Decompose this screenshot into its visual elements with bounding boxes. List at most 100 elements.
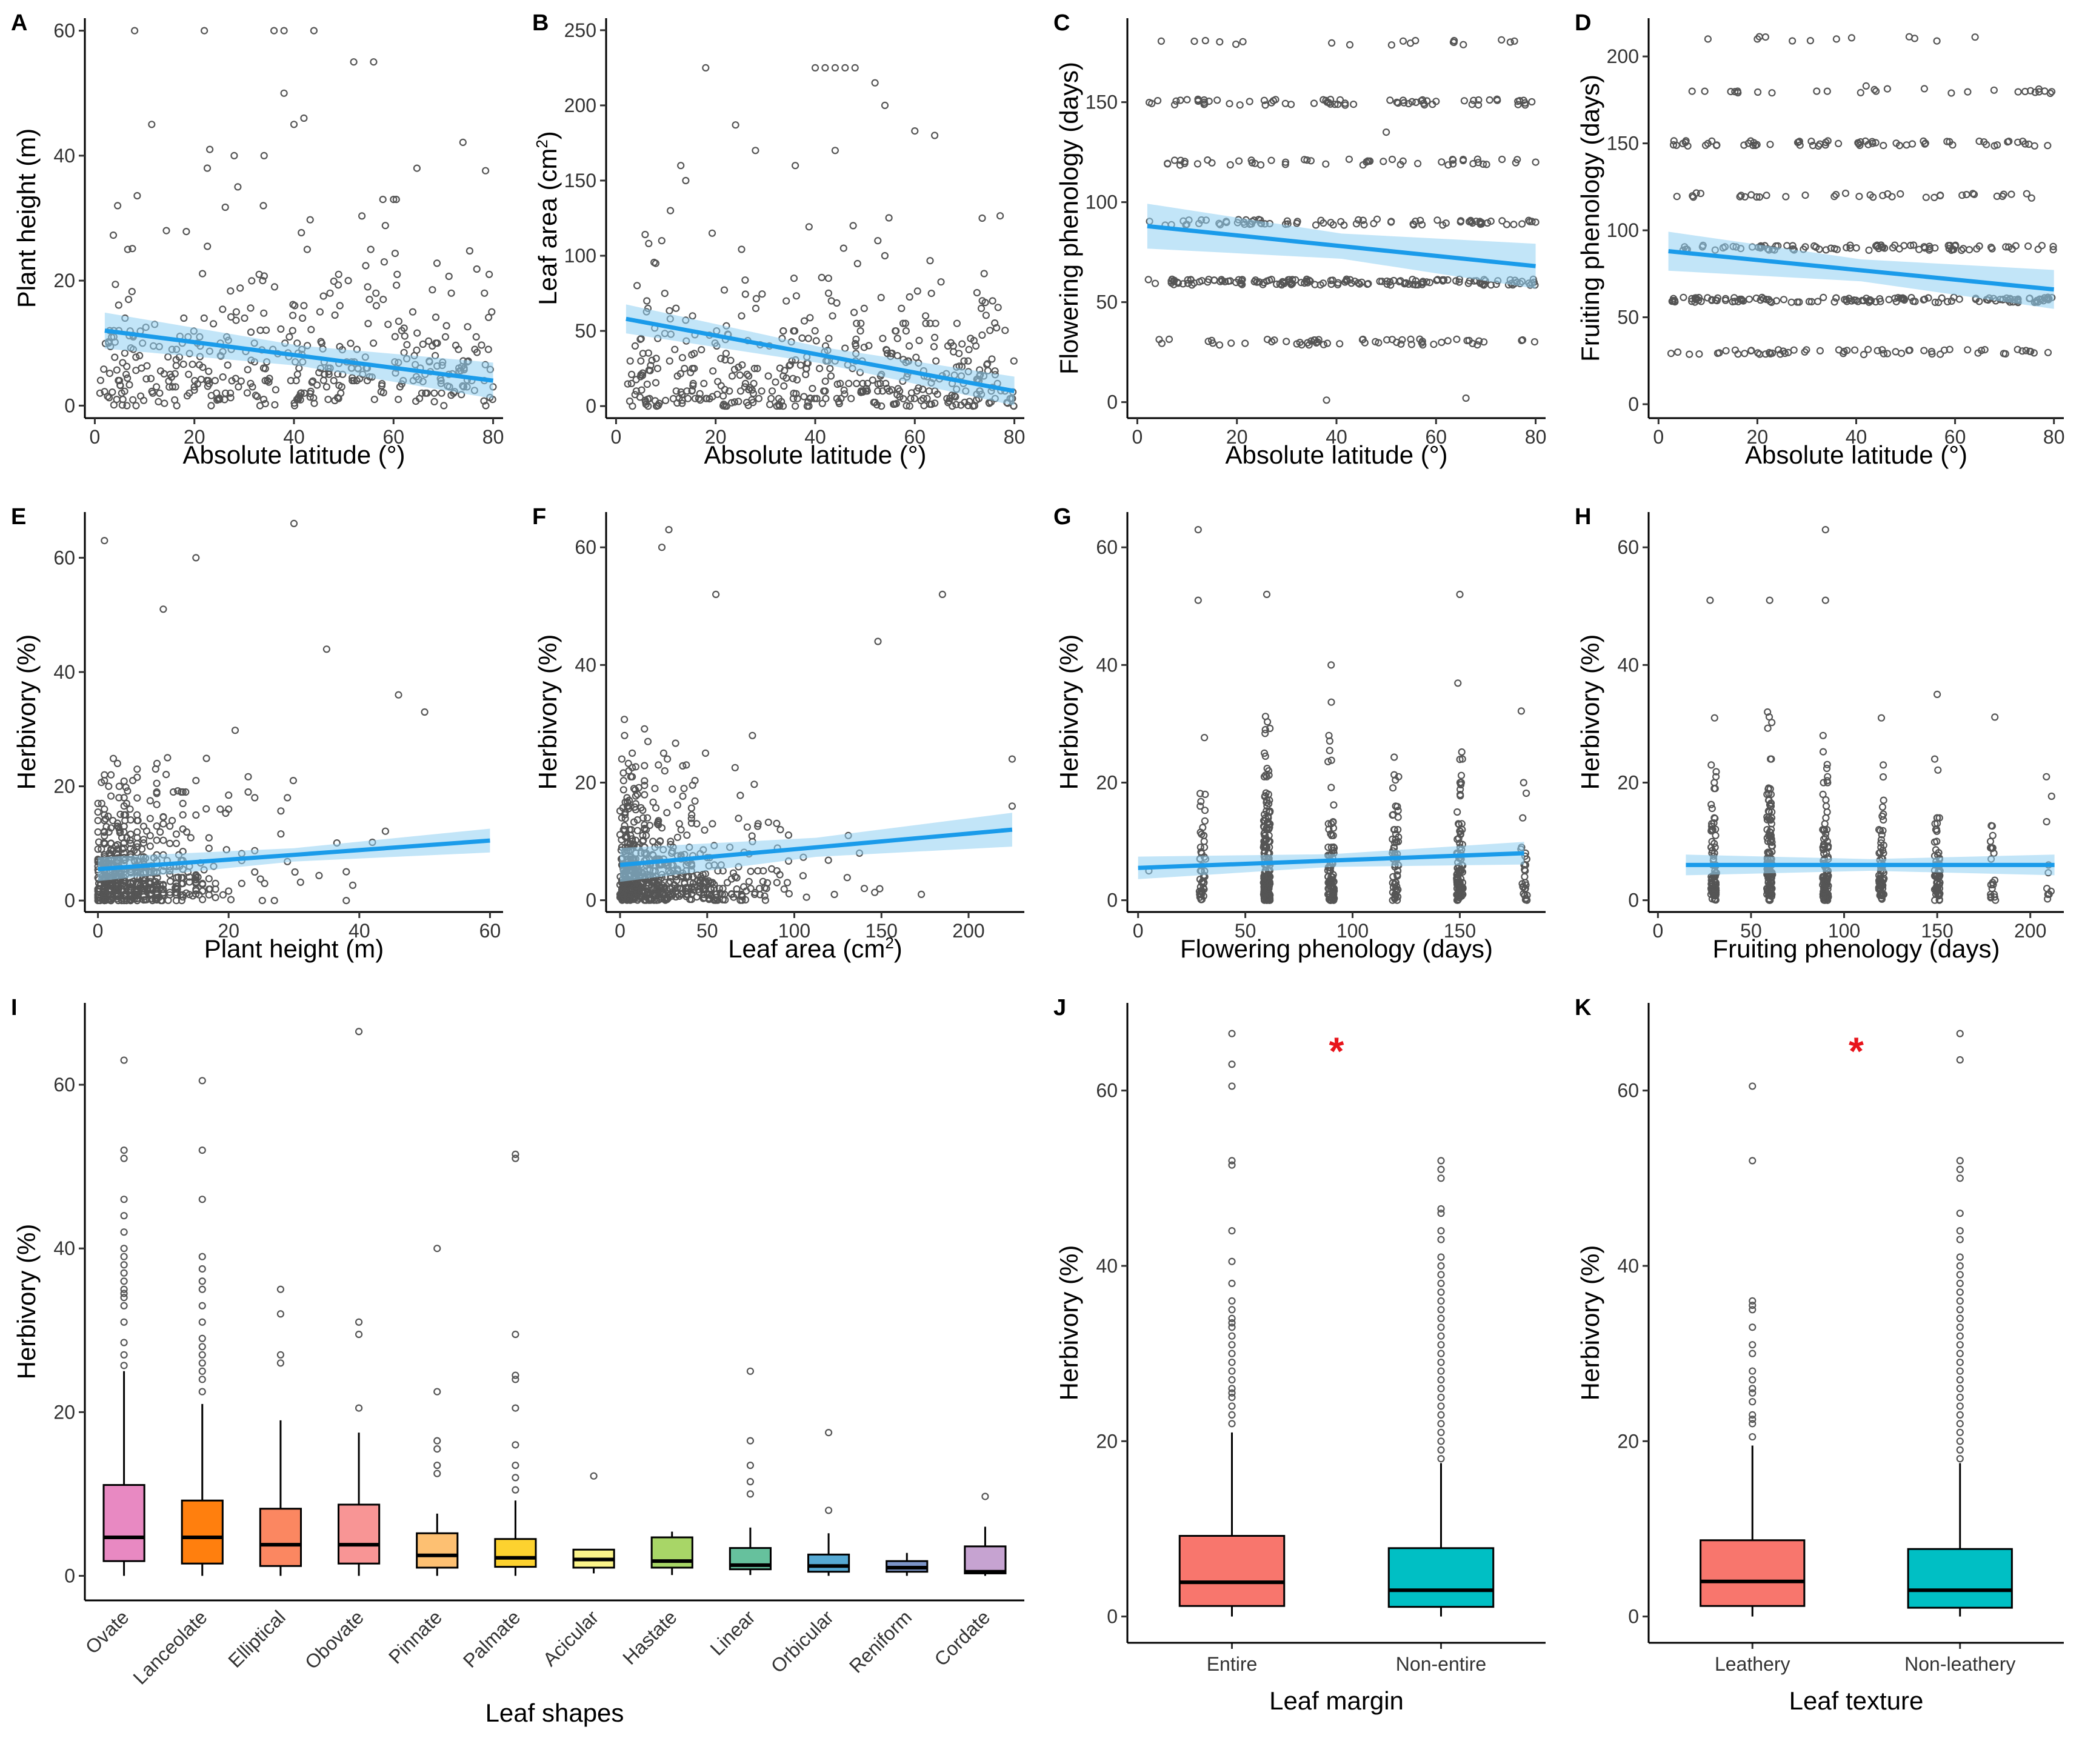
data-point bbox=[289, 327, 296, 334]
outlier-point bbox=[1437, 1367, 1445, 1375]
data-point bbox=[1741, 350, 1749, 358]
data-point bbox=[1820, 779, 1827, 787]
data-point bbox=[300, 114, 308, 122]
data-point bbox=[946, 394, 954, 402]
data-point bbox=[1413, 159, 1422, 167]
data-point bbox=[358, 212, 366, 220]
y-tick-label: 20 bbox=[575, 771, 596, 793]
data-point bbox=[1920, 137, 1927, 145]
data-point bbox=[1795, 298, 1803, 306]
data-point bbox=[989, 297, 996, 305]
data-point bbox=[1821, 820, 1829, 828]
data-point bbox=[647, 894, 655, 902]
data-point bbox=[1444, 337, 1452, 345]
data-point bbox=[1213, 96, 1221, 104]
data-point bbox=[202, 805, 210, 813]
data-point bbox=[1520, 779, 1527, 787]
data-point bbox=[779, 327, 787, 335]
data-point bbox=[445, 272, 453, 281]
data-point bbox=[1151, 279, 1159, 287]
regression-line bbox=[1147, 224, 1536, 268]
data-point bbox=[647, 361, 655, 370]
x-tick-label: Hastate bbox=[618, 1606, 681, 1668]
data-point bbox=[166, 822, 174, 830]
data-point bbox=[264, 376, 272, 385]
outlier-point bbox=[120, 1196, 128, 1203]
data-point bbox=[124, 245, 132, 253]
data-point bbox=[1201, 36, 1209, 45]
data-point bbox=[1822, 830, 1830, 838]
data-point bbox=[1864, 345, 1872, 353]
data-point bbox=[1713, 297, 1721, 305]
data-point bbox=[392, 196, 400, 204]
data-point bbox=[637, 357, 645, 365]
data-point bbox=[661, 767, 669, 775]
data-point bbox=[413, 329, 421, 337]
data-point bbox=[626, 357, 634, 365]
data-point bbox=[789, 374, 797, 382]
y-axis-title: Flowering phenology (days) bbox=[1055, 62, 1083, 374]
x-axis-title: Leaf texture bbox=[1789, 1686, 1924, 1715]
data-point bbox=[728, 372, 736, 380]
data-point bbox=[1261, 828, 1269, 837]
data-point bbox=[1412, 218, 1420, 225]
data-point bbox=[129, 777, 137, 785]
data-point bbox=[1989, 879, 1997, 887]
data-point bbox=[1347, 279, 1355, 287]
outlier-point bbox=[198, 1351, 206, 1359]
data-point bbox=[738, 361, 746, 369]
data-point bbox=[349, 881, 357, 890]
outlier-point bbox=[433, 1245, 441, 1253]
data-point bbox=[200, 314, 208, 322]
outlier-point bbox=[1956, 1306, 1964, 1314]
data-point bbox=[159, 836, 167, 844]
data-point bbox=[652, 804, 660, 812]
data-point bbox=[101, 388, 108, 396]
panel-label: F bbox=[532, 504, 546, 530]
outlier-point bbox=[198, 1318, 206, 1326]
data-point bbox=[749, 731, 756, 739]
data-point bbox=[1449, 156, 1456, 164]
data-point bbox=[860, 885, 869, 893]
data-point bbox=[688, 387, 696, 394]
data-point bbox=[624, 380, 632, 388]
data-point bbox=[270, 896, 278, 905]
data-point bbox=[1821, 525, 1829, 534]
data-point bbox=[776, 871, 784, 879]
data-point bbox=[639, 831, 647, 839]
outlier-point bbox=[1956, 1279, 1964, 1288]
x-tick-label: 150 bbox=[1921, 920, 1953, 942]
data-point bbox=[1154, 97, 1162, 105]
data-point bbox=[1329, 824, 1338, 832]
data-point bbox=[1349, 101, 1358, 108]
data-point bbox=[165, 377, 173, 385]
data-point bbox=[973, 288, 981, 297]
data-point bbox=[712, 890, 720, 899]
data-point bbox=[1361, 339, 1369, 347]
data-point bbox=[1205, 276, 1213, 284]
data-point bbox=[835, 398, 842, 406]
data-point bbox=[853, 259, 861, 268]
data-point bbox=[893, 334, 901, 342]
data-point bbox=[194, 873, 202, 881]
data-point bbox=[201, 27, 209, 35]
data-point bbox=[1456, 590, 1464, 598]
data-point bbox=[429, 286, 436, 294]
data-point bbox=[792, 162, 799, 170]
data-point bbox=[1924, 294, 1932, 302]
outlier-point bbox=[1956, 1385, 1964, 1393]
y-axis-title: Herbivory (%) bbox=[1055, 1245, 1083, 1401]
data-point bbox=[809, 384, 816, 393]
data-point bbox=[1857, 138, 1864, 146]
data-point bbox=[1196, 875, 1204, 884]
outlier-point bbox=[1956, 1393, 1964, 1402]
data-point bbox=[982, 311, 990, 319]
data-point bbox=[856, 327, 864, 335]
data-point bbox=[745, 372, 753, 380]
data-point bbox=[1936, 350, 1944, 358]
data-point bbox=[2027, 347, 2035, 356]
data-point bbox=[727, 399, 736, 407]
outlier-point bbox=[1228, 1297, 1236, 1305]
data-point bbox=[800, 393, 808, 401]
panel-c: C 0 20 40 60 80 0 50 100 150 Absolute latitude (°)… bbox=[1043, 0, 1564, 491]
